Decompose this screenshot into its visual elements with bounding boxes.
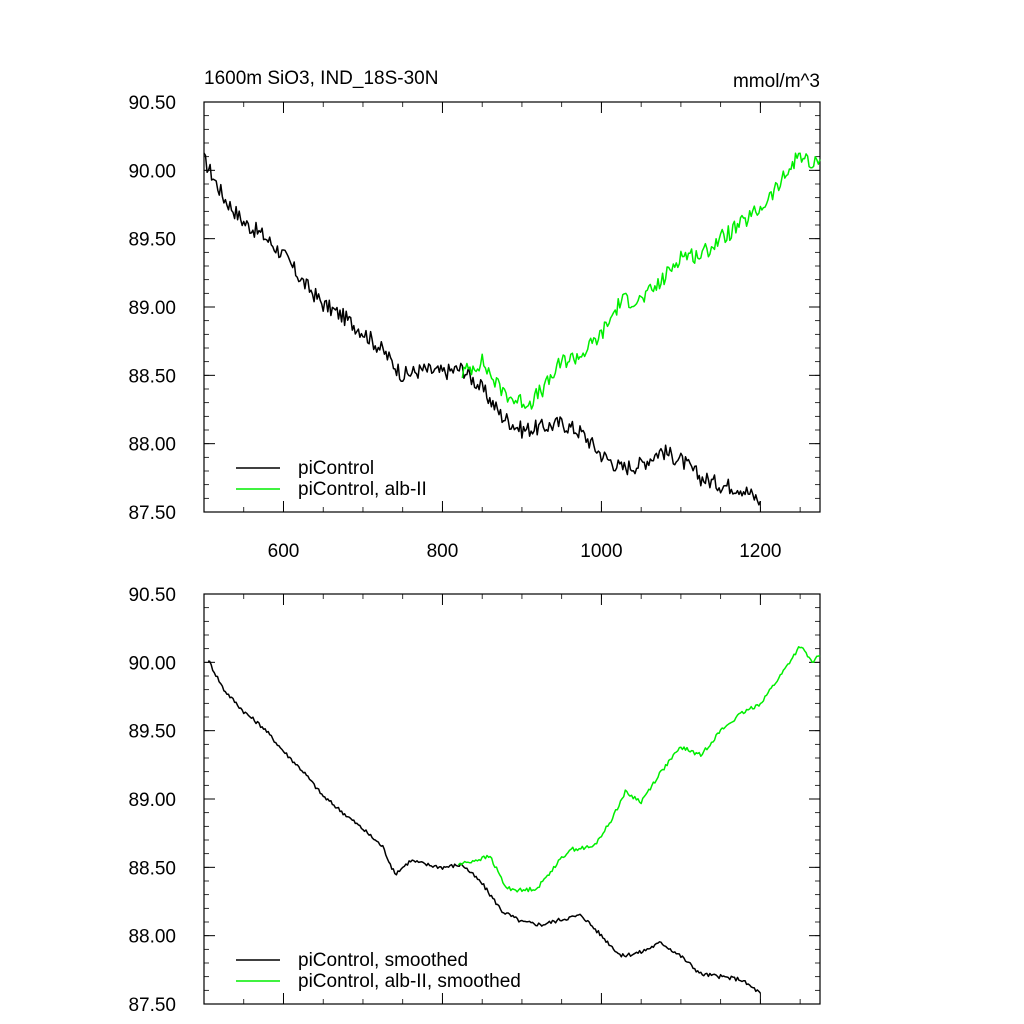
y-tick-label: 87.50 <box>128 503 176 524</box>
top-panel: 1600m SiO3, IND_18S-30N mmol/m^3 87.50 88… <box>128 68 821 562</box>
series-line-alb-ii <box>461 152 821 410</box>
series-line-picontrol <box>207 660 761 994</box>
y-tick-label: 90.00 <box>128 161 176 182</box>
plot-frame <box>203 101 821 513</box>
bottom-panel: 87.50 88.00 88.50 89.00 89.50 90.00 90.50 piCon… <box>128 585 821 1016</box>
y-tick-label: 88.50 <box>128 858 176 879</box>
panel-title: 1600m SiO3, IND_18S-30N <box>204 68 438 89</box>
plot-frame <box>203 593 821 1005</box>
legend-label: piControl, smoothed <box>298 950 468 971</box>
x-tick-label: 800 <box>427 541 459 562</box>
y-tick-label: 89.00 <box>128 790 176 811</box>
x-tick-label: 600 <box>268 541 300 562</box>
x-tick-label: 1200 <box>739 541 781 562</box>
series-line-picontrol <box>203 152 762 506</box>
y-tick-label: 90.00 <box>128 653 176 674</box>
legend-label: piControl, alb-II, smoothed <box>298 971 521 992</box>
y-tick-label: 89.00 <box>128 298 176 319</box>
y-tick-label: 90.50 <box>128 93 176 114</box>
series-line-alb-ii <box>457 646 821 893</box>
legend-label: piControl, alb-II <box>298 479 427 500</box>
y-tick-label: 88.50 <box>128 366 176 387</box>
y-tick-label: 89.50 <box>128 230 176 251</box>
x-tick-label: 1000 <box>580 541 622 562</box>
y-tick-label: 87.50 <box>128 995 176 1016</box>
y-tick-label: 90.50 <box>128 585 176 606</box>
y-tick-label: 89.50 <box>128 722 176 743</box>
units-label: mmol/m^3 <box>733 71 820 92</box>
legend-label: piControl <box>298 458 374 479</box>
y-tick-label: 88.00 <box>128 435 176 456</box>
y-tick-label: 88.00 <box>128 927 176 948</box>
